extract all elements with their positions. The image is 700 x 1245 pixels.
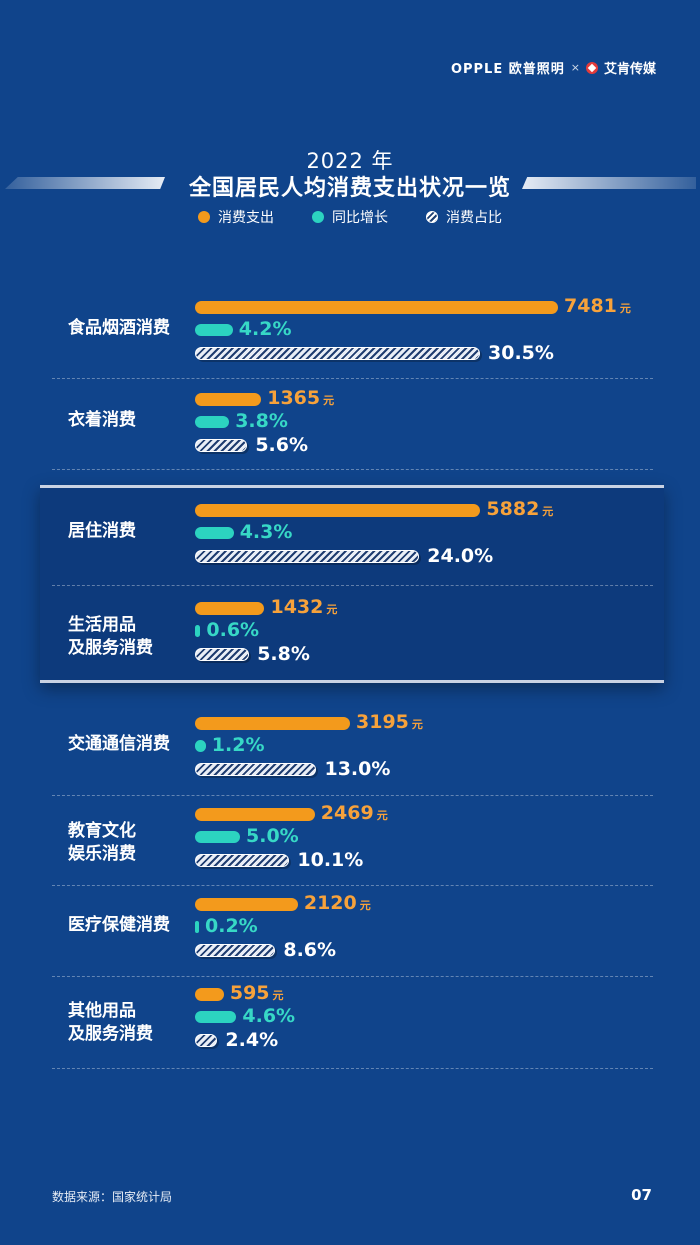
legend-item-growth: 同比增长 bbox=[312, 207, 388, 227]
share-value-label: 2.4% bbox=[225, 1029, 279, 1051]
row-divider bbox=[52, 795, 653, 796]
title-decoration-right bbox=[522, 177, 696, 189]
page-number: 07 bbox=[631, 1186, 652, 1204]
legend-label: 消费支出 bbox=[218, 210, 274, 226]
spend-value-label: 3195 元 bbox=[356, 711, 423, 733]
growth-bar bbox=[195, 921, 199, 933]
spend-value-label: 5882 元 bbox=[486, 498, 554, 520]
opple-logo: OPPLE 欧普照明 bbox=[450, 62, 565, 77]
share-value-label: 5.8% bbox=[257, 643, 310, 665]
growth-bar bbox=[195, 1011, 237, 1023]
category-label: 居住消费 bbox=[68, 521, 136, 541]
spend-value-label: 595 元 bbox=[229, 982, 284, 1004]
growth-value-label: 0.2% bbox=[205, 915, 258, 937]
share-bar bbox=[195, 944, 276, 957]
share-bar bbox=[195, 1034, 218, 1047]
share-value-label: 8.6% bbox=[283, 939, 337, 961]
growth-value-label: 0.6% bbox=[206, 619, 260, 641]
row-divider bbox=[52, 976, 653, 977]
category-label: 衣着消费 bbox=[68, 410, 136, 430]
brand-logos: OPPLE 欧普照明 × 艾肯传媒 bbox=[451, 58, 656, 77]
spend-value-label: 1365 元 bbox=[267, 387, 335, 409]
aiken-seal-icon bbox=[585, 61, 598, 74]
highlight-panel bbox=[40, 485, 664, 683]
legend-item-spend: 消费支出 bbox=[198, 207, 274, 227]
spend-bar bbox=[195, 393, 262, 406]
spend-value-label: 7481 元 bbox=[564, 295, 631, 317]
spend-value-label: 2120 元 bbox=[303, 892, 371, 914]
growth-bar bbox=[195, 831, 240, 843]
brand-separator: × bbox=[570, 61, 580, 74]
legend-item-share: 消费占比 bbox=[426, 207, 502, 227]
category-label: 教育文化 娱乐消费 bbox=[68, 821, 136, 864]
share-bar bbox=[195, 648, 250, 661]
spend-value-label: 1432 元 bbox=[270, 596, 338, 618]
spend-bar bbox=[195, 602, 265, 615]
share-bar bbox=[195, 763, 317, 776]
growth-bar bbox=[195, 740, 206, 752]
share-value-label: 10.1% bbox=[297, 849, 364, 871]
row-divider bbox=[52, 1068, 653, 1069]
growth-value-label: 5.0% bbox=[246, 825, 299, 847]
growth-value-label: 4.3% bbox=[239, 521, 293, 543]
category-label: 交通通信消费 bbox=[68, 734, 170, 754]
share-bar bbox=[195, 854, 290, 867]
legend-label: 同比增长 bbox=[332, 210, 388, 226]
spend-bar bbox=[195, 988, 224, 1001]
chart-title: 全国居民人均消费支出状况一览 bbox=[188, 176, 511, 201]
spend-bar bbox=[195, 898, 298, 911]
growth-value-label: 4.6% bbox=[242, 1005, 296, 1027]
legend-label: 消费占比 bbox=[446, 210, 502, 226]
data-source: 数据来源：国家统计局 bbox=[52, 1190, 173, 1204]
growth-value-label: 4.2% bbox=[238, 318, 292, 340]
share-value-label: 24.0% bbox=[427, 545, 494, 567]
category-label: 生活用品 及服务消费 bbox=[68, 615, 153, 658]
share-bar bbox=[195, 550, 420, 563]
aiken-logo: 艾肯传媒 bbox=[603, 62, 656, 77]
growth-bar bbox=[195, 625, 201, 637]
orange-dot-icon bbox=[198, 211, 210, 223]
growth-bar bbox=[195, 416, 230, 428]
chart-subtitle: 2022 年 bbox=[306, 149, 394, 173]
spend-value-label: 2469 元 bbox=[320, 802, 388, 824]
hatched-dot-icon bbox=[426, 211, 438, 223]
growth-value-label: 3.8% bbox=[235, 410, 288, 432]
teal-dot-icon bbox=[312, 211, 324, 223]
share-value-label: 13.0% bbox=[324, 758, 391, 780]
category-label: 食品烟酒消费 bbox=[68, 318, 170, 338]
share-bar bbox=[195, 439, 248, 452]
row-divider bbox=[52, 469, 653, 470]
share-value-label: 5.6% bbox=[255, 434, 309, 456]
row-divider bbox=[52, 585, 653, 586]
row-divider bbox=[52, 378, 653, 379]
growth-value-label: 1.2% bbox=[211, 734, 265, 756]
spend-bar bbox=[195, 717, 351, 730]
category-label: 医疗保健消费 bbox=[68, 915, 170, 935]
growth-bar bbox=[195, 324, 233, 336]
share-bar bbox=[195, 347, 480, 360]
chart-legend: 消费支出 同比增长 消费占比 bbox=[0, 207, 700, 227]
row-divider bbox=[52, 885, 653, 886]
growth-bar bbox=[195, 527, 234, 539]
title-decoration-left bbox=[5, 177, 165, 189]
share-value-label: 30.5% bbox=[488, 342, 554, 364]
spend-bar bbox=[195, 301, 558, 314]
spend-bar bbox=[195, 808, 315, 821]
spend-bar bbox=[195, 504, 481, 517]
category-label: 其他用品 及服务消费 bbox=[68, 1001, 153, 1044]
